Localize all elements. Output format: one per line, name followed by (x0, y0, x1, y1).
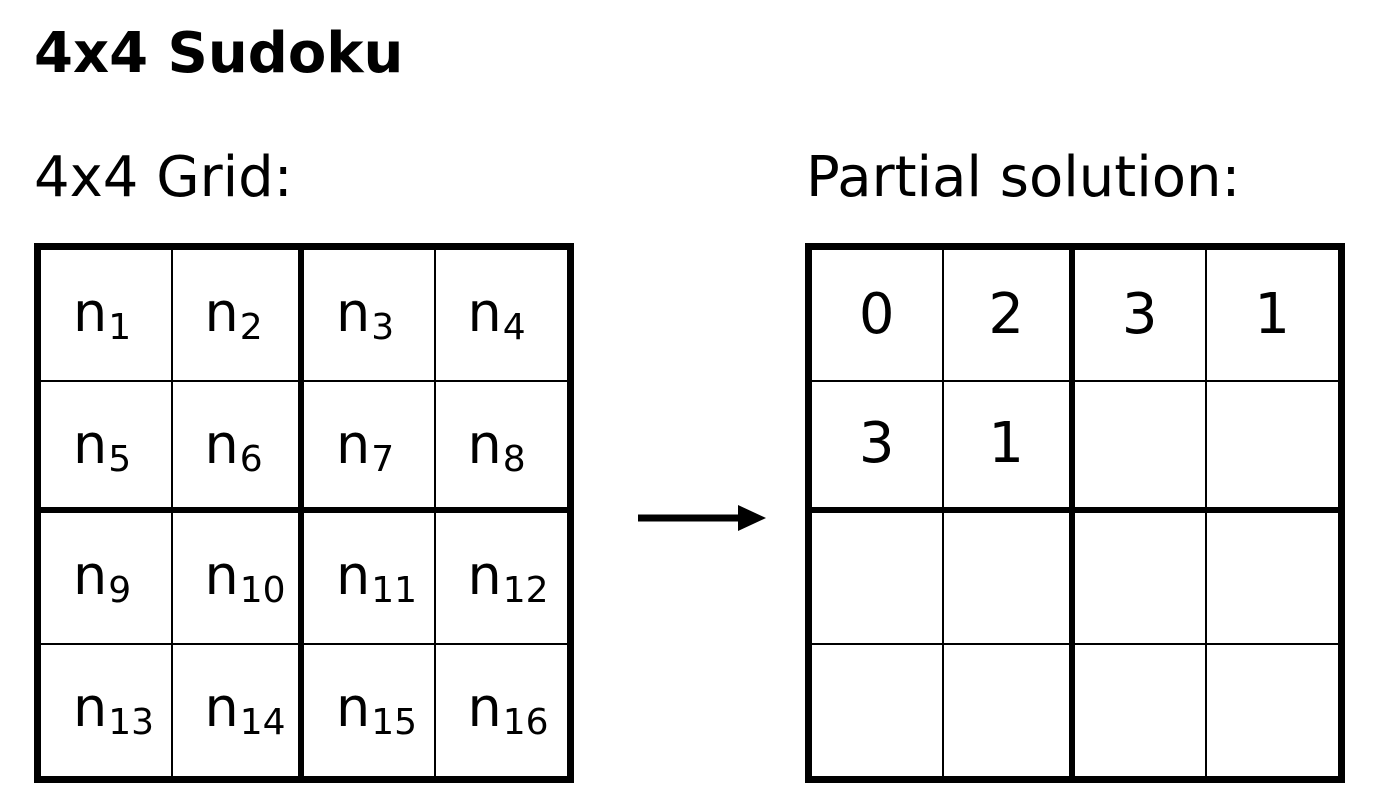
cell-index: 4 (502, 307, 526, 348)
variable-grid: n1 n2 n3 n4 n5 n6 n7 n8 n9 n10 n11 n12 n… (34, 243, 574, 783)
cell-variable: n (336, 412, 371, 476)
grid-cell: n12 (435, 513, 567, 645)
cell-variable: n (204, 412, 239, 476)
cell-index: 16 (502, 701, 549, 743)
grid-cell: n5 (41, 381, 173, 513)
cell-index: 10 (239, 570, 286, 611)
grid-cell: n13 (41, 644, 173, 776)
grid-cell: n11 (304, 513, 436, 645)
solution-cell: 0 (812, 250, 944, 382)
cell-index: 7 (371, 438, 395, 480)
grid-label: 4x4 Grid: (34, 145, 293, 210)
solution-cell: 1 (943, 381, 1075, 513)
solution-cell: 2 (943, 250, 1075, 382)
grid-cell: n4 (435, 250, 567, 382)
cell-variable: n (467, 544, 502, 607)
cell-variable: n (204, 281, 239, 344)
cell-index: 11 (371, 570, 418, 611)
cell-index: 2 (239, 307, 263, 348)
cell-value: 0 (858, 281, 895, 347)
solution-cell (1075, 644, 1207, 776)
cell-index: 5 (108, 438, 132, 480)
cell-value: 2 (988, 281, 1025, 347)
grid-cell: n16 (436, 645, 568, 777)
solution-cell (943, 513, 1075, 645)
grid-cell: n9 (41, 513, 173, 645)
solution-cell (1207, 645, 1339, 777)
cell-value: 1 (988, 411, 1025, 477)
cell-variable: n (336, 544, 371, 607)
grid-cell: n10 (172, 513, 304, 645)
grid-cell: n2 (172, 250, 304, 382)
partial-solution-grid: 0 2 3 1 3 1 (805, 243, 1345, 783)
cell-variable: n (73, 675, 108, 739)
solution-cell (812, 644, 944, 776)
page-title: 4x4 Sudoku (34, 21, 404, 86)
solution-cell (1206, 513, 1338, 645)
cell-variable: n (204, 544, 239, 607)
cell-value: 3 (1121, 281, 1158, 347)
cell-variable: n (73, 412, 108, 476)
cell-variable: n (73, 544, 108, 607)
grid-cell: n8 (435, 382, 567, 513)
solution-cell (812, 513, 944, 645)
grid-cell: n14 (173, 644, 304, 776)
cell-value: 3 (858, 411, 895, 477)
cell-index: 15 (371, 701, 418, 743)
cell-variable: n (336, 675, 371, 739)
cell-variable: n (73, 281, 108, 344)
grid-cell: n15 (304, 644, 436, 776)
solution-cell (944, 644, 1075, 776)
cell-variable: n (467, 675, 502, 739)
solution-cell: 3 (1075, 250, 1207, 382)
cell-variable: n (467, 412, 502, 476)
right-arrow-icon (638, 505, 766, 531)
cell-variable: n (336, 281, 371, 344)
cell-index: 8 (502, 438, 526, 480)
cell-index: 14 (239, 701, 286, 743)
cell-value: 1 (1254, 281, 1291, 347)
solution-cell: 1 (1206, 250, 1338, 382)
cell-index: 12 (502, 570, 549, 611)
grid-cell: n6 (172, 381, 304, 513)
cell-index: 6 (239, 438, 263, 480)
grid-cell: n1 (41, 250, 173, 382)
grid-cell: n3 (304, 250, 436, 382)
cell-index: 1 (108, 307, 132, 348)
solution-cell (1206, 382, 1338, 513)
cell-index: 13 (108, 701, 155, 743)
cell-variable: n (467, 281, 502, 344)
solution-cell (1075, 381, 1207, 513)
partial-solution-label: Partial solution: (806, 145, 1241, 210)
cell-index: 3 (371, 307, 395, 348)
solution-cell (1075, 513, 1207, 645)
cell-variable: n (204, 675, 239, 739)
cell-index: 9 (108, 570, 132, 611)
grid-cell: n7 (304, 381, 436, 513)
solution-cell: 3 (812, 381, 944, 513)
